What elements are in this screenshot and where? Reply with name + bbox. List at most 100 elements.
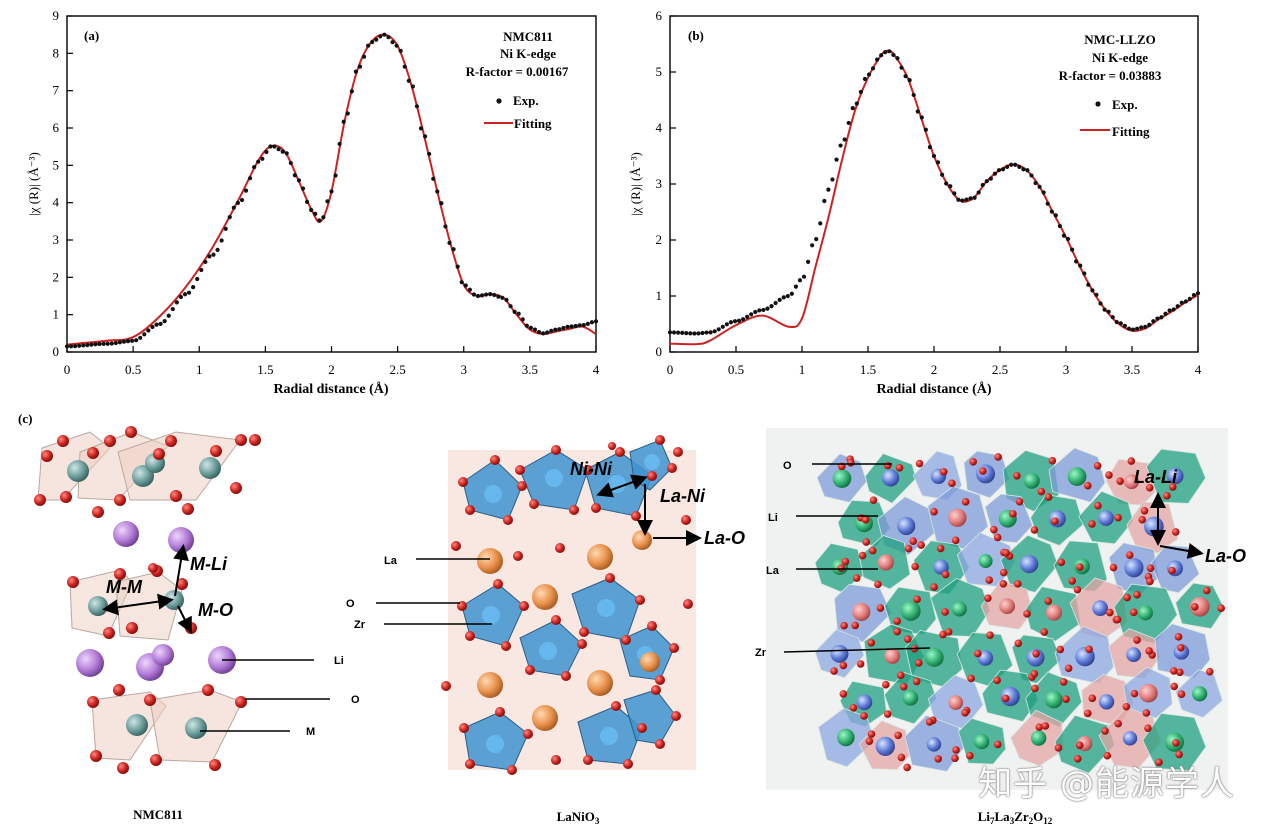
llzo-cation [1067, 467, 1087, 486]
exp-data-point [846, 120, 851, 126]
exp-data-point [304, 199, 310, 204]
llzo-o-atom [1116, 477, 1124, 485]
exp-data-point [785, 293, 790, 299]
llzo-o-atom [1076, 563, 1084, 571]
exp-data-point [980, 182, 985, 188]
exp-data-point [1118, 321, 1123, 326]
llzo-o-atom [1163, 491, 1171, 500]
exp-data-point [805, 259, 811, 264]
llzo-o-atom [986, 631, 994, 639]
exp-data-point [406, 78, 411, 83]
exp-data-point [891, 52, 896, 58]
llzo-o-atom [1191, 603, 1199, 611]
exp-data-point [911, 92, 916, 98]
llzo-o-atom [969, 457, 978, 466]
llzo-o-atom [1133, 590, 1141, 599]
llzo-o-atom [1073, 585, 1082, 594]
llzo-o-atom [1103, 751, 1112, 760]
exp-data-point [895, 56, 900, 61]
llzo-o-atom [936, 544, 945, 553]
exp-data-point [260, 156, 265, 161]
exp-data-point [68, 344, 74, 349]
llzo-o-atom [1037, 487, 1046, 496]
llzo-o-atom [941, 608, 949, 616]
llzo-o-atom [849, 704, 858, 712]
chart-a-legend-exp: Exp. [513, 93, 539, 108]
llzo-callout-la: La [766, 565, 780, 577]
nmc811-bond-mm-label: M-M [106, 577, 143, 597]
exp-data-point [569, 324, 574, 329]
exp-data-point [680, 330, 685, 335]
exp-data-point [475, 293, 481, 299]
llzo-cation [948, 695, 964, 710]
llzo-o-atom [1032, 649, 1040, 658]
llzo-o-atom [1051, 517, 1059, 526]
exp-data-point [826, 187, 831, 192]
exp-data-point [239, 197, 245, 203]
llzo-o-atom [1015, 497, 1024, 506]
llzo-o-atom [911, 562, 919, 571]
llzo-cation [1190, 596, 1210, 617]
chart-a-fit-line [66, 33, 597, 346]
chart-b-x-ticks: 0 0.5 1 1.5 2 2.5 3 3.5 4 [667, 346, 1202, 377]
x-tick-label: 3.5 [522, 362, 538, 377]
llzo-o-atom [1138, 515, 1147, 524]
exp-data-point [736, 318, 742, 323]
exp-data-point [516, 311, 521, 316]
llzo-o-atom [865, 737, 874, 746]
x-tick-label: 2.5 [992, 362, 1008, 377]
llzo-cation [948, 508, 967, 527]
y-tick-label: 0 [656, 344, 663, 359]
exp-data-point [696, 331, 701, 336]
llzo-o-atom [874, 580, 882, 589]
llzo-o-atom [999, 579, 1008, 588]
exp-data-point [443, 224, 448, 229]
exp-data-point [557, 327, 562, 332]
exp-data-point [93, 342, 98, 347]
exp-data-point [524, 323, 529, 328]
llzo-o-atom [1140, 507, 1149, 515]
nmc811-bond-mli-label: M-Li [190, 554, 228, 574]
llzo-o-atom [1023, 610, 1031, 618]
llzo-cation [881, 469, 900, 487]
llzo-callout-zr-line [783, 647, 931, 653]
exp-data-point [956, 197, 961, 202]
exp-data-point [113, 340, 118, 346]
exp-data-point [349, 89, 354, 94]
exp-data-point [862, 76, 868, 82]
llzo-cation [999, 598, 1016, 615]
exp-data-point [85, 342, 90, 348]
llzo-o-atom [862, 538, 871, 546]
exp-data-point [1114, 319, 1119, 325]
llzo-o-atom [984, 594, 992, 602]
y-tick-label: 6 [656, 8, 663, 23]
exp-data-point [174, 300, 179, 305]
llzo-o-atom [1175, 750, 1183, 759]
llzo-o-atom [1085, 645, 1093, 654]
exp-data-point [382, 32, 387, 37]
llzo-callout-zr: Zr [755, 647, 767, 659]
llzo-o-atom [1217, 604, 1225, 613]
llzo-o-atom [1155, 758, 1163, 767]
exp-data-point [374, 37, 379, 42]
llzo-o-atom [1177, 690, 1186, 699]
exp-data-point [1013, 162, 1018, 167]
llzo-cation [1167, 467, 1184, 485]
exp-data-point [931, 153, 937, 159]
exp-data-point [1053, 213, 1058, 218]
llzo-o-atom [1171, 528, 1180, 536]
exp-data-point [972, 195, 977, 200]
exp-data-point [479, 293, 485, 298]
x-tick-label: 0 [64, 362, 71, 377]
llzo-o-atom [1146, 577, 1154, 586]
llzo-o-atom [851, 621, 860, 630]
exp-data-point [243, 188, 249, 193]
exp-data-point [561, 325, 566, 331]
llzo-o-atom [839, 661, 848, 670]
exp-data-point [309, 207, 314, 213]
nmc811-bond-mo-label: M-O [198, 600, 233, 620]
llzo-cation [852, 602, 871, 622]
exp-data-point [333, 173, 338, 178]
exp-data-point [728, 320, 734, 325]
exp-data-point [64, 344, 70, 349]
